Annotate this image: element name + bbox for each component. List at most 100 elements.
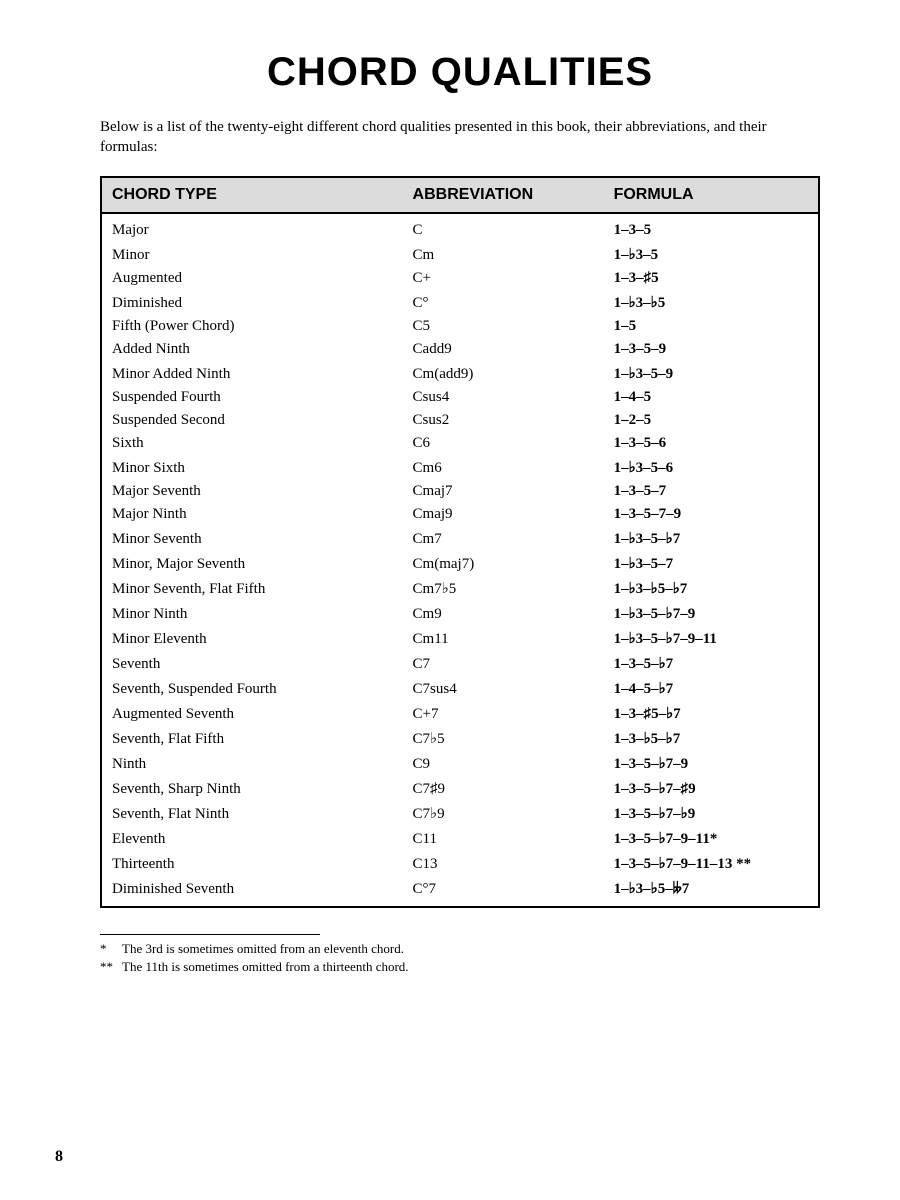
cell-formula: 1–3–5–7 bbox=[604, 480, 819, 503]
cell-formula: 1–3–5–♭7–9 bbox=[604, 751, 819, 776]
cell-formula: 1–♭3–5–9 bbox=[604, 361, 819, 386]
table-header-row: CHORD TYPE ABBREVIATION FORMULA bbox=[101, 177, 819, 213]
table-row: Augmented SeventhC+71–3–♯5–♭7 bbox=[101, 701, 819, 726]
cell-formula: 1–3–5–♭7 bbox=[604, 651, 819, 676]
cell-chord-type: Augmented bbox=[101, 267, 403, 290]
cell-formula: 1–4–5 bbox=[604, 386, 819, 409]
table-row: MajorC1–3–5 bbox=[101, 213, 819, 242]
cell-chord-type: Ninth bbox=[101, 751, 403, 776]
cell-abbreviation: Cmaj9 bbox=[403, 503, 604, 526]
cell-chord-type: Seventh, Sharp Ninth bbox=[101, 776, 403, 801]
chord-qualities-table: CHORD TYPE ABBREVIATION FORMULA MajorC1–… bbox=[100, 176, 820, 908]
cell-chord-type: Sixth bbox=[101, 432, 403, 455]
table-row: Added NinthCadd91–3–5–9 bbox=[101, 338, 819, 361]
cell-formula: 1–3–5–9 bbox=[604, 338, 819, 361]
cell-abbreviation: Cm(maj7) bbox=[403, 551, 604, 576]
cell-formula: 1–3–5–♭7–♭9 bbox=[604, 801, 819, 826]
page-number: 8 bbox=[55, 1148, 63, 1166]
intro-paragraph: Below is a list of the twenty-eight diff… bbox=[100, 117, 820, 158]
table-row: Suspended SecondCsus21–2–5 bbox=[101, 409, 819, 432]
cell-chord-type: Minor Ninth bbox=[101, 601, 403, 626]
cell-formula: 1–♭3–5–6 bbox=[604, 455, 819, 480]
table-row: Seventh, Sharp NinthC7♯91–3–5–♭7–♯9 bbox=[101, 776, 819, 801]
cell-formula: 1–3–5–6 bbox=[604, 432, 819, 455]
cell-abbreviation: C+7 bbox=[403, 701, 604, 726]
cell-abbreviation: C6 bbox=[403, 432, 604, 455]
page-title: CHORD QUALITIES bbox=[100, 50, 820, 95]
cell-formula: 1–3–5–♭7–9–11* bbox=[604, 826, 819, 851]
table-row: Fifth (Power Chord)C51–5 bbox=[101, 315, 819, 338]
col-header-formula: FORMULA bbox=[604, 177, 819, 213]
table-body: MajorC1–3–5MinorCm1–♭3–5AugmentedC+1–3–♯… bbox=[101, 213, 819, 907]
cell-abbreviation: Cm bbox=[403, 242, 604, 267]
cell-abbreviation: Csus2 bbox=[403, 409, 604, 432]
footnote-mark: * bbox=[100, 941, 122, 957]
cell-chord-type: Major Ninth bbox=[101, 503, 403, 526]
cell-chord-type: Major bbox=[101, 213, 403, 242]
cell-abbreviation: Cm6 bbox=[403, 455, 604, 480]
cell-chord-type: Seventh, Suspended Fourth bbox=[101, 676, 403, 701]
cell-formula: 1–♭3–♭5–♭7 bbox=[604, 576, 819, 601]
table-row: EleventhC111–3–5–♭7–9–11* bbox=[101, 826, 819, 851]
footnotes: *The 3rd is sometimes omitted from an el… bbox=[100, 934, 820, 975]
cell-abbreviation: C7 bbox=[403, 651, 604, 676]
cell-chord-type: Seventh, Flat Fifth bbox=[101, 726, 403, 751]
cell-abbreviation: Cadd9 bbox=[403, 338, 604, 361]
cell-formula: 1–4–5–♭7 bbox=[604, 676, 819, 701]
cell-chord-type: Thirteenth bbox=[101, 851, 403, 876]
table-row: Minor NinthCm91–♭3–5–♭7–9 bbox=[101, 601, 819, 626]
table-row: SeventhC71–3–5–♭7 bbox=[101, 651, 819, 676]
cell-chord-type: Augmented Seventh bbox=[101, 701, 403, 726]
cell-abbreviation: Cm7♭5 bbox=[403, 576, 604, 601]
table-row: Major NinthCmaj91–3–5–7–9 bbox=[101, 503, 819, 526]
cell-formula: 1–♭3–♭5 bbox=[604, 290, 819, 315]
col-header-chord-type: CHORD TYPE bbox=[101, 177, 403, 213]
footnote: **The 11th is sometimes omitted from a t… bbox=[100, 959, 820, 975]
col-header-abbreviation: ABBREVIATION bbox=[403, 177, 604, 213]
cell-abbreviation: C° bbox=[403, 290, 604, 315]
cell-formula: 1–3–5–7–9 bbox=[604, 503, 819, 526]
cell-abbreviation: Csus4 bbox=[403, 386, 604, 409]
cell-formula: 1–♭3–5–♭7–9 bbox=[604, 601, 819, 626]
cell-abbreviation: C13 bbox=[403, 851, 604, 876]
cell-chord-type: Minor, Major Seventh bbox=[101, 551, 403, 576]
table-row: Minor Seventh, Flat FifthCm7♭51–♭3–♭5–♭7 bbox=[101, 576, 819, 601]
cell-chord-type: Added Ninth bbox=[101, 338, 403, 361]
table-row: Major SeventhCmaj71–3–5–7 bbox=[101, 480, 819, 503]
cell-abbreviation: C5 bbox=[403, 315, 604, 338]
table-row: Seventh, Flat FifthC7♭51–3–♭5–♭7 bbox=[101, 726, 819, 751]
cell-formula: 1–3–♭5–♭7 bbox=[604, 726, 819, 751]
cell-abbreviation: C9 bbox=[403, 751, 604, 776]
cell-chord-type: Minor Eleventh bbox=[101, 626, 403, 651]
table-row: Suspended FourthCsus41–4–5 bbox=[101, 386, 819, 409]
cell-chord-type: Minor Seventh, Flat Fifth bbox=[101, 576, 403, 601]
table-row: AugmentedC+1–3–♯5 bbox=[101, 267, 819, 290]
cell-chord-type: Seventh, Flat Ninth bbox=[101, 801, 403, 826]
cell-chord-type: Diminished Seventh bbox=[101, 876, 403, 907]
cell-chord-type: Minor Added Ninth bbox=[101, 361, 403, 386]
footnote: *The 3rd is sometimes omitted from an el… bbox=[100, 941, 820, 957]
cell-formula: 1–♭3–♭5–𝄫7 bbox=[604, 876, 819, 907]
cell-abbreviation: C7♭9 bbox=[403, 801, 604, 826]
page-content: CHORD QUALITIES Below is a list of the t… bbox=[0, 0, 900, 975]
cell-chord-type: Minor bbox=[101, 242, 403, 267]
cell-abbreviation: C7♯9 bbox=[403, 776, 604, 801]
footnote-text: The 3rd is sometimes omitted from an ele… bbox=[122, 941, 404, 956]
cell-formula: 1–♭3–5 bbox=[604, 242, 819, 267]
cell-abbreviation: C7♭5 bbox=[403, 726, 604, 751]
table-row: ThirteenthC131–3–5–♭7–9–11–13 ** bbox=[101, 851, 819, 876]
table-row: Minor SeventhCm71–♭3–5–♭7 bbox=[101, 526, 819, 551]
cell-formula: 1–3–5–♭7–♯9 bbox=[604, 776, 819, 801]
table-row: DiminishedC°1–♭3–♭5 bbox=[101, 290, 819, 315]
cell-abbreviation: C°7 bbox=[403, 876, 604, 907]
cell-formula: 1–♭3–5–7 bbox=[604, 551, 819, 576]
cell-abbreviation: C11 bbox=[403, 826, 604, 851]
cell-abbreviation: Cm9 bbox=[403, 601, 604, 626]
table-row: Minor SixthCm61–♭3–5–6 bbox=[101, 455, 819, 480]
cell-abbreviation: C+ bbox=[403, 267, 604, 290]
cell-formula: 1–♭3–5–♭7–9–11 bbox=[604, 626, 819, 651]
cell-formula: 1–♭3–5–♭7 bbox=[604, 526, 819, 551]
cell-abbreviation: Cmaj7 bbox=[403, 480, 604, 503]
cell-chord-type: Eleventh bbox=[101, 826, 403, 851]
table-row: Minor EleventhCm111–♭3–5–♭7–9–11 bbox=[101, 626, 819, 651]
